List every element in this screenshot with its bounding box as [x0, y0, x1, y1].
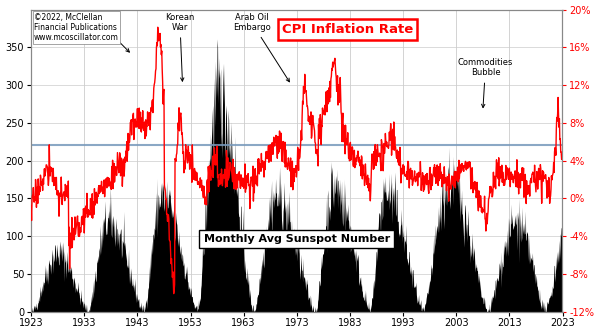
Text: Korean
War: Korean War [165, 13, 194, 81]
Text: ©2022, McClellan
Financial Publications
www.mcoscillator.com: ©2022, McClellan Financial Publications … [34, 13, 119, 42]
Text: Commodities
Bubble: Commodities Bubble [458, 58, 513, 108]
Text: Arab Oil
Embargo: Arab Oil Embargo [233, 13, 289, 82]
Text: World
War II: World War II [88, 13, 130, 52]
Text: Monthly Avg Sunspot Number: Monthly Avg Sunspot Number [203, 234, 390, 244]
Text: CPI Inflation Rate: CPI Inflation Rate [281, 23, 413, 36]
